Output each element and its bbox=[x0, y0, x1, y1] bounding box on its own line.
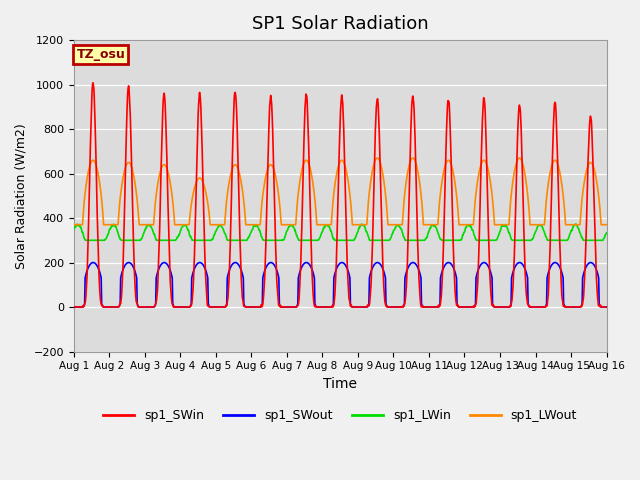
Y-axis label: Solar Radiation (W/m2): Solar Radiation (W/m2) bbox=[15, 123, 28, 269]
sp1_LWout bbox=[218, 222, 226, 228]
sp1_SWin bbox=[495, 304, 503, 310]
sp1_LWout bbox=[495, 222, 503, 228]
sp1_LWin bbox=[356, 225, 364, 230]
Line: sp1_SWin: sp1_SWin bbox=[74, 83, 607, 307]
sp1_SWin bbox=[603, 304, 611, 310]
sp1_SWin bbox=[527, 304, 534, 310]
sp1_SWout bbox=[367, 269, 375, 275]
sp1_LWout bbox=[556, 169, 563, 175]
sp1_SWin bbox=[89, 80, 97, 85]
sp1_LWin bbox=[572, 221, 580, 227]
sp1_LWin bbox=[367, 238, 375, 243]
sp1_LWin bbox=[495, 231, 503, 237]
sp1_SWout bbox=[603, 304, 611, 310]
X-axis label: Time: Time bbox=[323, 377, 357, 391]
sp1_SWout bbox=[218, 304, 226, 310]
sp1_LWout bbox=[571, 222, 579, 228]
sp1_SWin bbox=[356, 304, 364, 310]
sp1_SWin bbox=[219, 304, 227, 310]
sp1_LWout bbox=[603, 222, 611, 228]
Line: sp1_LWin: sp1_LWin bbox=[74, 224, 607, 240]
sp1_LWout bbox=[367, 177, 375, 183]
sp1_LWout bbox=[374, 155, 381, 161]
sp1_SWout bbox=[355, 304, 363, 310]
sp1_LWout bbox=[70, 222, 77, 228]
Text: TZ_osu: TZ_osu bbox=[76, 48, 125, 61]
Line: sp1_SWout: sp1_SWout bbox=[74, 263, 607, 307]
sp1_LWin bbox=[571, 222, 579, 228]
sp1_SWout bbox=[587, 260, 595, 265]
sp1_SWin bbox=[556, 244, 564, 250]
sp1_LWin bbox=[556, 238, 563, 243]
sp1_SWout bbox=[556, 264, 563, 269]
sp1_LWin bbox=[218, 225, 226, 230]
sp1_LWout bbox=[355, 222, 363, 228]
sp1_SWout bbox=[70, 304, 77, 310]
sp1_LWin bbox=[331, 238, 339, 243]
sp1_SWin bbox=[70, 304, 77, 310]
Line: sp1_LWout: sp1_LWout bbox=[74, 158, 607, 225]
Title: SP1 Solar Radiation: SP1 Solar Radiation bbox=[252, 15, 429, 33]
sp1_SWout bbox=[570, 304, 578, 310]
Legend: sp1_SWin, sp1_SWout, sp1_LWin, sp1_LWout: sp1_SWin, sp1_SWout, sp1_LWin, sp1_LWout bbox=[98, 405, 582, 428]
sp1_SWin bbox=[571, 304, 579, 310]
sp1_LWin bbox=[603, 230, 611, 236]
sp1_LWout bbox=[562, 222, 570, 228]
sp1_SWin bbox=[367, 279, 375, 285]
sp1_LWin bbox=[70, 226, 77, 232]
sp1_SWout bbox=[495, 304, 502, 310]
